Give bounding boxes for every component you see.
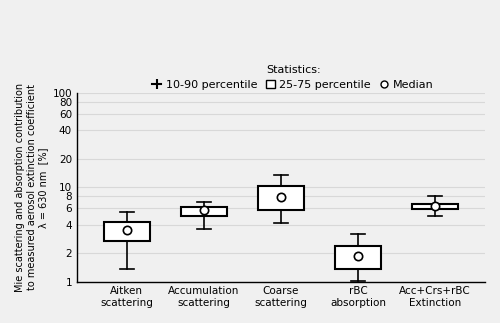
Bar [335,246,381,269]
Bar [104,222,150,241]
Legend: 10-90 percentile, 25-75 percentile, Median: 10-90 percentile, 25-75 percentile, Medi… [152,65,434,90]
Bar [412,204,458,209]
Y-axis label: Mie scattering and absorption contribution
to measured aerosol extinction coeffi: Mie scattering and absorption contributi… [15,83,48,292]
Bar [181,207,227,216]
Bar [258,186,304,210]
